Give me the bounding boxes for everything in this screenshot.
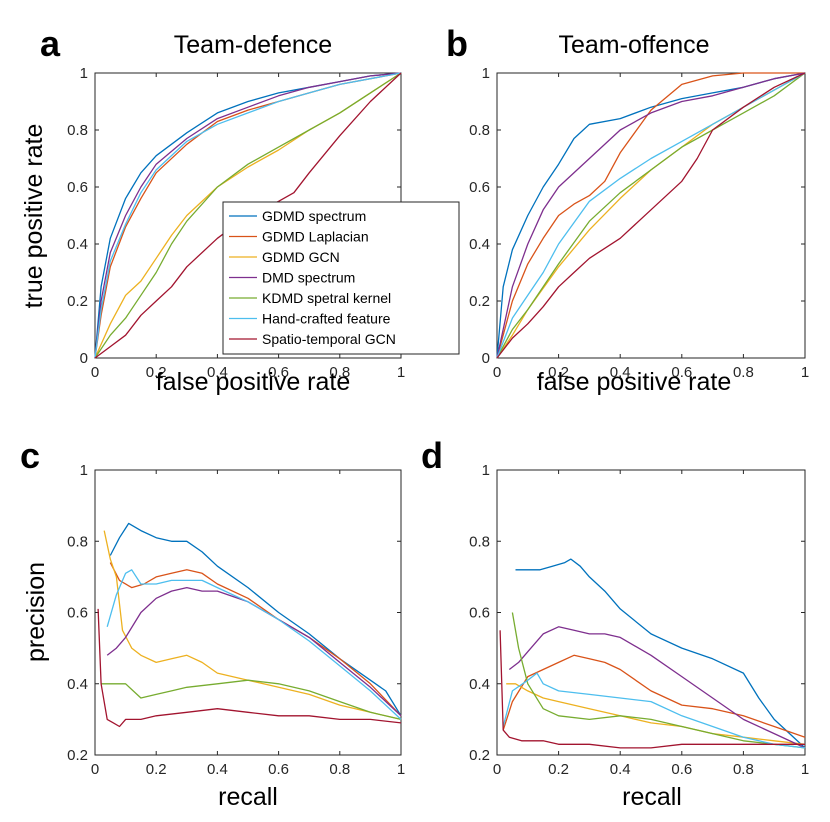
series-line-kdmd-spetral-kernel <box>496 72 806 359</box>
y-tick-label: 0.6 <box>469 605 490 622</box>
panel-b-xlabel: false positive rate <box>537 368 732 396</box>
legend-entry-label: KDMD spetral kernel <box>262 290 391 306</box>
y-tick-label: 0.2 <box>67 293 88 310</box>
series-line-dmd-spectrum <box>508 626 806 749</box>
series-line-gdmd-spectrum <box>515 558 806 749</box>
y-tick-label: 0.2 <box>469 293 490 310</box>
y-tick-label: 0.8 <box>67 122 88 139</box>
x-tick-label: 0.8 <box>329 364 350 381</box>
series-line-gdmd-gcn <box>103 530 402 721</box>
series-line-gdmd-laplacian <box>109 562 402 717</box>
y-tick-label: 1 <box>482 462 490 479</box>
panel-letter-d: d <box>421 435 443 476</box>
series-line-spatio-temporal-gcn <box>496 72 806 359</box>
x-tick-label: 0 <box>493 364 501 381</box>
x-tick-label: 0.2 <box>548 364 569 381</box>
y-tick-label: 0.6 <box>67 605 88 622</box>
y-tick-label: 0.6 <box>469 179 490 196</box>
series-line-spatio-temporal-gcn <box>499 630 805 749</box>
x-tick-label: 0 <box>91 364 99 381</box>
series-line-gdmd-gcn <box>496 72 806 359</box>
y-tick-label: 0.2 <box>67 747 88 764</box>
series-line-gdmd-spectrum <box>109 522 402 717</box>
x-tick-label: 0.4 <box>207 364 228 381</box>
panel-c-ylabel: precision <box>22 562 50 662</box>
legend-entry-label: DMD spectrum <box>262 270 355 286</box>
legend: GDMD spectrum GDMD Laplacian GDMD GCN DMD s… <box>222 201 460 355</box>
x-tick-label: 1 <box>397 761 405 778</box>
x-tick-label: 0 <box>493 761 501 778</box>
series-line-dmd-spectrum <box>94 72 402 359</box>
y-tick-label: 1 <box>80 65 88 82</box>
panel-letter-a: a <box>40 23 61 64</box>
panel-letter-c: c <box>20 435 40 476</box>
series-line-spatio-temporal-gcn <box>97 608 402 728</box>
panel-d-plot-frame <box>496 469 806 756</box>
x-tick-label: 1 <box>397 364 405 381</box>
series-line-hand-crafted-feature <box>496 72 806 359</box>
panel-c-axes: 0 0.2 0.4 0.6 0.8 10.20.40.60.81 <box>67 462 405 778</box>
panel-letter-b: b <box>446 23 468 64</box>
x-tick-label: 0.8 <box>733 364 754 381</box>
panel-a-title: Team-defence <box>174 31 332 59</box>
series-line-kdmd-spetral-kernel <box>101 679 402 721</box>
x-tick-label: 0.6 <box>268 761 289 778</box>
y-tick-label: 1 <box>80 462 88 479</box>
legend-box <box>222 201 460 355</box>
series-line-kdmd-spetral-kernel <box>511 612 806 749</box>
x-tick-label: 0.4 <box>207 761 228 778</box>
y-tick-label: 0 <box>482 350 490 367</box>
x-tick-label: 0.6 <box>671 364 692 381</box>
y-tick-label: 1 <box>482 65 490 82</box>
x-tick-label: 0.8 <box>733 761 754 778</box>
x-tick-label: 0.6 <box>268 364 289 381</box>
y-tick-label: 0.4 <box>469 676 490 693</box>
legend-entry-label: Hand-crafted feature <box>262 311 391 327</box>
y-tick-label: 0.8 <box>469 533 490 550</box>
panel-a-axes: 0 0.2 0.4 0.6 0.8 1 0 0.2 0.4 0.6 0.8 1 <box>67 65 405 381</box>
x-tick-label: 0.2 <box>548 761 569 778</box>
series-line-gdmd-spectrum <box>496 72 806 359</box>
y-tick-label: 0.4 <box>67 236 88 253</box>
series-line-hand-crafted-feature <box>502 672 806 749</box>
legend-entry-label: Spatio-temporal GCN <box>262 331 396 347</box>
legend-entry-label: GDMD spectrum <box>262 208 366 224</box>
series-line-dmd-spectrum <box>106 586 402 717</box>
y-tick-label: 0.8 <box>469 122 490 139</box>
series-line-gdmd-laplacian <box>496 72 805 359</box>
series-line-hand-crafted-feature <box>106 569 402 720</box>
x-tick-label: 0 <box>91 761 99 778</box>
panel-d-xlabel: recall <box>622 783 682 811</box>
x-tick-label: 0.8 <box>329 761 350 778</box>
y-tick-label: 0.2 <box>469 747 490 764</box>
series-line-kdmd-spetral-kernel <box>94 72 402 359</box>
x-tick-label: 0.2 <box>146 761 167 778</box>
y-tick-label: 0 <box>80 350 88 367</box>
x-tick-label: 0.2 <box>146 364 167 381</box>
x-tick-label: 0.6 <box>671 761 692 778</box>
y-tick-label: 0.8 <box>67 533 88 550</box>
series-line-gdmd-laplacian <box>502 654 806 738</box>
legend-entry-label: GDMD Laplacian <box>262 229 369 245</box>
x-tick-label: 1 <box>801 364 809 381</box>
panel-a-xlabel: false positive rate <box>156 368 351 396</box>
y-tick-label: 0.4 <box>67 676 88 693</box>
x-tick-label: 1 <box>801 761 809 778</box>
panel-a-ylabel: true positive rate <box>20 124 48 309</box>
panel-b-title: Team-offence <box>558 31 709 59</box>
series-line-hand-crafted-feature <box>94 72 402 359</box>
legend-entry-label: GDMD GCN <box>262 249 340 265</box>
x-tick-label: 0.4 <box>610 364 631 381</box>
series-line-spatio-temporal-gcn <box>94 72 402 359</box>
series-line-dmd-spectrum <box>496 72 806 359</box>
y-tick-label: 0.4 <box>469 236 490 253</box>
y-tick-label: 0.6 <box>67 179 88 196</box>
panel-b-axes: 0 0.2 0.4 0.6 0.8 1 0 0.2 0.4 0.6 0.8 1 <box>469 65 809 381</box>
panel-c-xlabel: recall <box>218 783 278 811</box>
panel-d-axes: 0 0.2 0.4 0.6 0.8 10.20.40.60.81 <box>469 462 809 778</box>
panel-b-plot-frame <box>496 72 806 359</box>
x-tick-label: 0.4 <box>610 761 631 778</box>
